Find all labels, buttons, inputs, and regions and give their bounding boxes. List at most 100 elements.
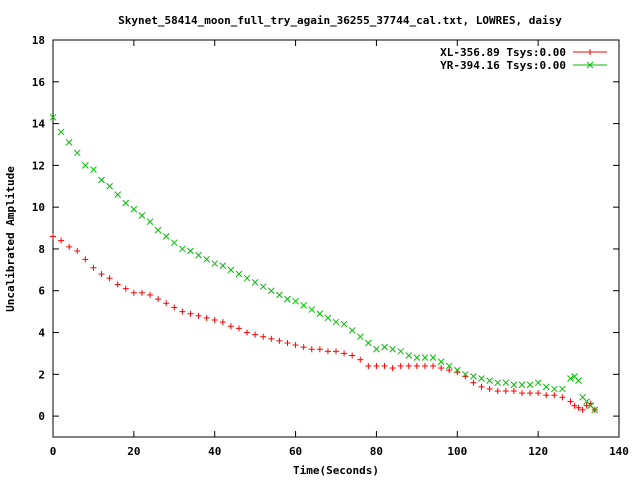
data-point <box>268 335 275 342</box>
data-point <box>211 316 218 323</box>
data-point <box>122 285 129 292</box>
data-point <box>535 390 542 397</box>
points-layer <box>49 113 599 414</box>
data-point <box>147 291 154 298</box>
data-point <box>494 379 502 387</box>
data-point <box>138 289 145 296</box>
data-point <box>421 362 428 369</box>
x-tick-label: 40 <box>208 445 221 458</box>
data-point <box>98 271 105 278</box>
data-point <box>163 300 170 307</box>
data-point <box>364 339 372 347</box>
data-point <box>98 176 105 184</box>
data-point <box>195 312 202 319</box>
data-point <box>478 375 485 382</box>
data-point <box>171 304 178 311</box>
data-point <box>50 233 56 240</box>
data-point <box>106 182 113 190</box>
data-point <box>308 306 316 313</box>
data-point <box>243 274 251 282</box>
y-axis-label: Uncalibrated Amplitude <box>4 166 17 312</box>
data-point <box>437 358 445 366</box>
data-point <box>179 245 186 253</box>
data-point <box>82 256 89 263</box>
ticks-layer: 0 20 40 60 80 100 120 140 0 2 4 6 8 10 12 14 16 18 <box>32 34 629 458</box>
data-point <box>235 325 242 332</box>
data-point <box>430 362 437 369</box>
data-point <box>267 287 275 295</box>
data-point <box>405 362 412 369</box>
data-point <box>235 270 243 278</box>
data-point <box>340 320 348 328</box>
data-point <box>130 205 138 213</box>
data-point <box>389 365 396 372</box>
data-point <box>316 346 323 353</box>
data-point <box>526 381 534 389</box>
data-point <box>542 383 550 391</box>
chart-title: Skynet_58414_moon_full_try_again_36255_3… <box>118 14 562 27</box>
data-point <box>66 243 73 250</box>
data-point <box>227 323 234 330</box>
data-point <box>65 139 73 146</box>
data-point <box>429 354 437 361</box>
data-point <box>591 406 599 414</box>
data-point <box>446 367 453 374</box>
data-point <box>579 406 586 413</box>
x-tick-label: 60 <box>289 445 302 458</box>
y-tick-label: 14 <box>32 118 46 131</box>
x-tick-label: 0 <box>50 445 57 458</box>
data-point <box>462 370 469 378</box>
legend-marker <box>587 49 593 55</box>
data-point <box>438 365 445 372</box>
data-point <box>518 390 525 397</box>
data-point <box>470 373 477 380</box>
data-point <box>155 296 162 303</box>
data-point <box>300 344 307 351</box>
data-point <box>389 345 396 353</box>
data-point <box>316 310 324 318</box>
data-point <box>373 345 380 353</box>
data-point <box>502 388 509 395</box>
data-point <box>81 162 89 169</box>
data-point <box>341 350 348 357</box>
data-point <box>510 381 518 389</box>
data-point <box>74 248 81 255</box>
data-point <box>154 226 162 234</box>
data-point <box>502 379 510 387</box>
x-tick-label: 80 <box>370 445 383 458</box>
data-point <box>244 329 251 336</box>
data-point <box>252 331 259 338</box>
data-point <box>445 362 453 370</box>
data-point <box>162 233 170 240</box>
legend-marker <box>586 61 594 69</box>
data-point <box>260 333 267 340</box>
data-point <box>195 251 202 259</box>
data-point <box>356 333 364 341</box>
data-point <box>357 356 364 363</box>
data-point <box>413 354 421 361</box>
data-point <box>575 377 582 384</box>
data-point <box>114 281 121 288</box>
x-tick-label: 100 <box>447 445 467 458</box>
data-point <box>324 314 332 322</box>
y-tick-label: 4 <box>38 327 45 340</box>
data-point <box>551 392 558 399</box>
data-point <box>146 218 154 226</box>
data-point <box>559 394 566 401</box>
data-point <box>518 381 526 389</box>
data-point <box>179 308 186 315</box>
data-point <box>365 362 372 369</box>
x-tick-label: 120 <box>528 445 548 458</box>
data-point <box>421 354 429 361</box>
data-point <box>571 402 578 409</box>
data-point <box>494 388 501 395</box>
data-point <box>57 128 65 136</box>
data-point <box>486 385 493 392</box>
data-point <box>559 385 566 393</box>
data-point <box>90 166 97 173</box>
data-point <box>510 388 517 395</box>
data-point <box>397 347 405 355</box>
data-point <box>170 239 178 247</box>
